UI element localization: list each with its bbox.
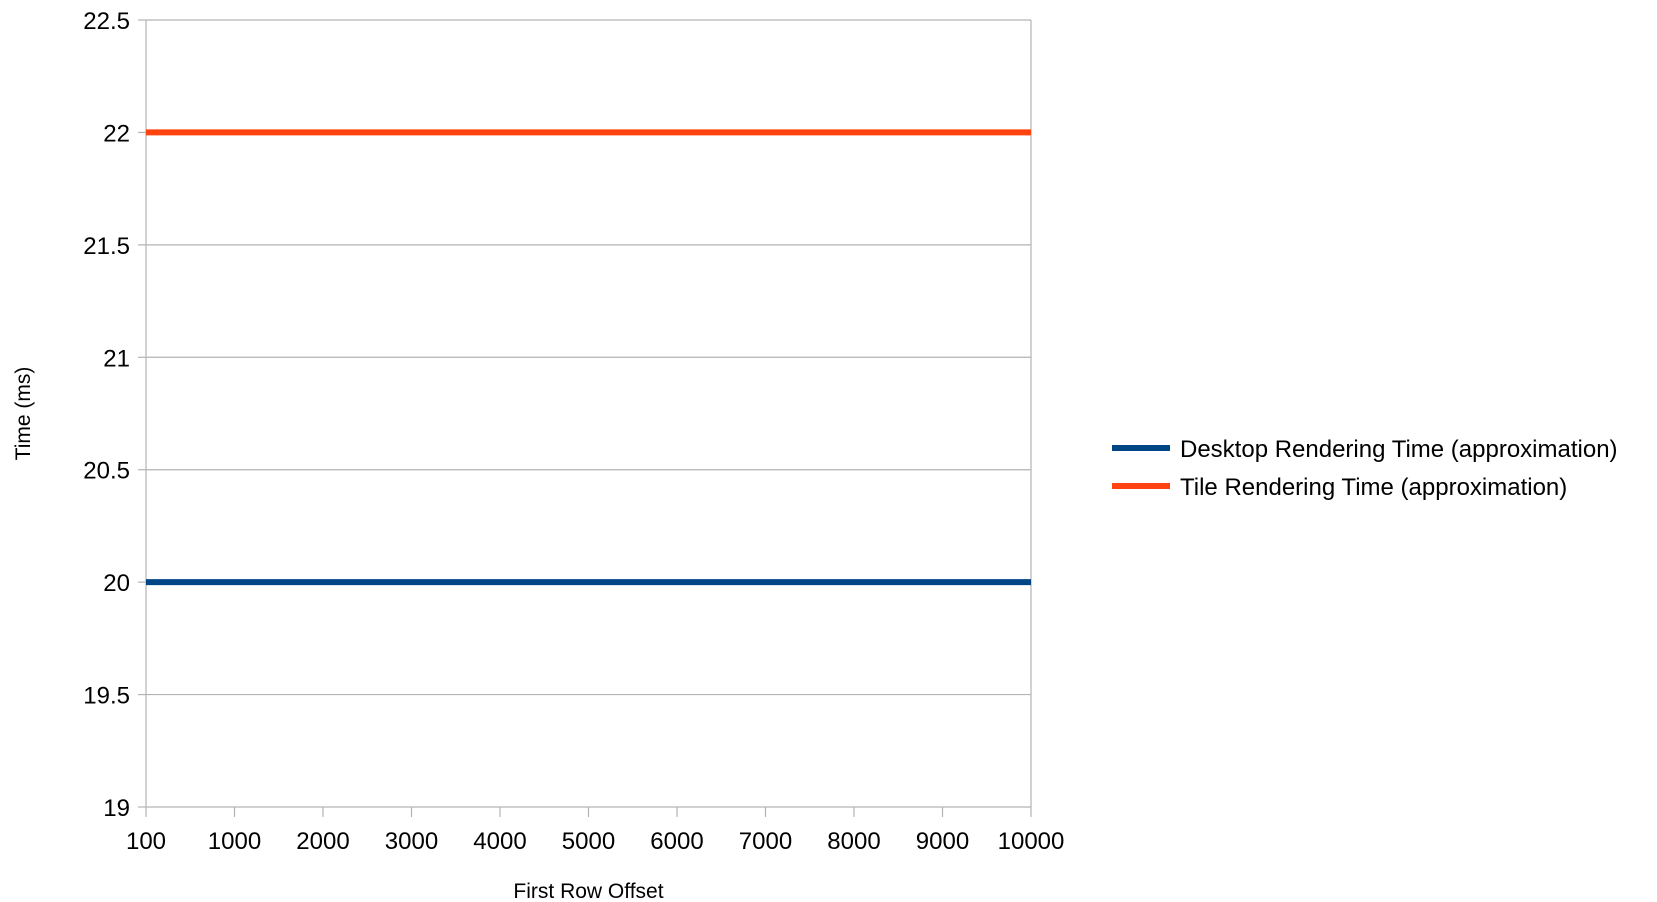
x-tick-label: 5000	[562, 828, 615, 855]
x-axis-title: First Row Offset	[513, 880, 663, 902]
y-tick-label: 20	[103, 570, 130, 597]
y-tick-label: 19.5	[83, 683, 130, 710]
y-tick-label: 19	[103, 795, 130, 822]
legend-label-2: Tile Rendering Time (approximation)	[1180, 474, 1567, 501]
x-tick-label: 3000	[385, 828, 438, 855]
y-tick-label: 22.5	[83, 8, 130, 35]
y-tick-label: 22	[103, 120, 130, 147]
legend: Desktop Rendering Time (approximation) Ti…	[1112, 436, 1618, 501]
y-tick-label: 21	[103, 345, 130, 372]
x-tick-label: 8000	[827, 828, 880, 855]
x-axis-tick-labels: 100 1000 2000 3000 4000 5000 6000 7000 8000 9000 1…	[126, 828, 1064, 855]
y-axis-tick-labels: 19 19.5 20 20.5 21 21.5 22 22.5	[83, 8, 130, 822]
y-axis-title: Time (ms)	[12, 367, 35, 461]
x-tick-label: 100	[126, 828, 166, 855]
x-tick-label: 7000	[739, 828, 792, 855]
x-tick-label: 10000	[998, 828, 1065, 855]
axes	[138, 19, 1032, 817]
x-tick-label: 2000	[296, 828, 349, 855]
x-tick-label: 9000	[916, 828, 969, 855]
y-tick-label: 21.5	[83, 233, 130, 260]
x-tick-label: 4000	[473, 828, 526, 855]
x-tick-label: 1000	[208, 828, 261, 855]
legend-label-1: Desktop Rendering Time (approximation)	[1180, 436, 1618, 463]
x-tick-label: 6000	[650, 828, 703, 855]
y-tick-label: 20.5	[83, 458, 130, 485]
series-lines	[145, 129, 1032, 586]
